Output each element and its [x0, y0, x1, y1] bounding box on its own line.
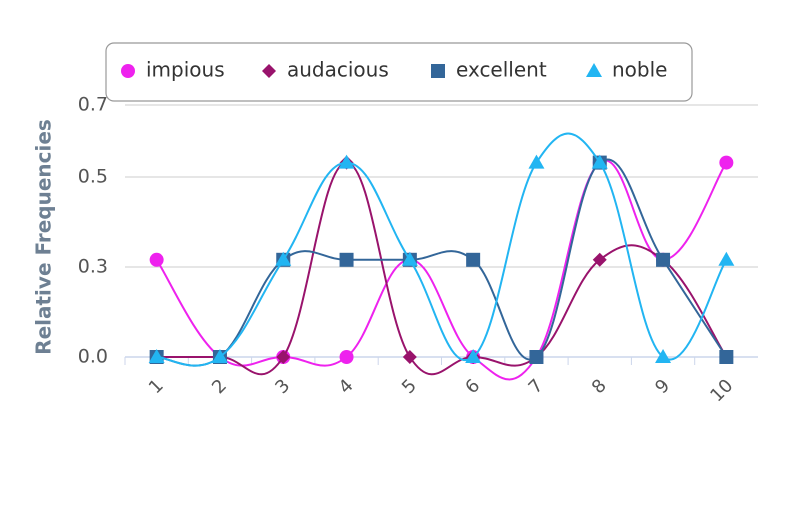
- marker: [401, 251, 418, 266]
- legend-label: noble: [612, 58, 667, 82]
- marker: [339, 252, 354, 267]
- series-line: [156, 158, 728, 367]
- marker: [529, 350, 544, 364]
- marker: [275, 251, 292, 266]
- marker: [121, 64, 135, 78]
- marker: [339, 350, 354, 364]
- x-tick-label: 1: [145, 375, 168, 398]
- marker: [338, 154, 355, 169]
- series: [149, 155, 734, 381]
- marker: [466, 252, 481, 267]
- marker: [586, 63, 602, 77]
- marker: [719, 350, 734, 364]
- marker: [262, 64, 276, 78]
- legend-item: audacious: [262, 58, 389, 82]
- x-tick-label: 9: [651, 375, 674, 398]
- marker: [656, 252, 671, 267]
- marker: [276, 350, 291, 364]
- series: [149, 155, 734, 376]
- y-axis-title: Relative Frequencies: [32, 119, 56, 355]
- series-line: [155, 159, 728, 381]
- x-tick-label: 8: [588, 375, 611, 398]
- x-tick-label: 6: [461, 375, 484, 398]
- y-tick-label: 0.0: [78, 346, 108, 368]
- series: [149, 155, 734, 367]
- x-tick-label: 2: [208, 375, 231, 398]
- marker: [655, 349, 672, 363]
- legend-label: excellent: [456, 58, 547, 82]
- marker: [592, 252, 607, 267]
- marker: [528, 154, 545, 169]
- marker: [465, 349, 482, 363]
- marker: [718, 251, 735, 266]
- marker: [719, 155, 734, 170]
- series-line: [156, 161, 728, 376]
- x-tick-label: 3: [271, 375, 294, 398]
- x-tick-label: 7: [525, 375, 548, 398]
- legend-item: noble: [586, 58, 667, 82]
- legend-item: excellent: [431, 58, 547, 82]
- legend-item: impious: [121, 58, 225, 82]
- marker: [148, 349, 165, 363]
- y-tick-label: 0.3: [78, 256, 108, 278]
- marker: [211, 349, 228, 363]
- x-tick-label: 4: [335, 375, 358, 398]
- y-tick-label: 0.5: [78, 166, 108, 188]
- legend-label: audacious: [287, 58, 389, 82]
- legend-box: [105, 42, 693, 102]
- marker: [431, 64, 445, 78]
- x-tick-label: 10: [706, 375, 737, 406]
- y-tick-label: 0.7: [78, 94, 108, 116]
- marker: [402, 350, 417, 364]
- marker: [149, 252, 164, 267]
- series-line: [156, 132, 728, 367]
- series: [148, 132, 735, 367]
- legend-label: impious: [146, 58, 225, 82]
- x-tick-label: 5: [398, 375, 421, 398]
- marker: [591, 154, 608, 169]
